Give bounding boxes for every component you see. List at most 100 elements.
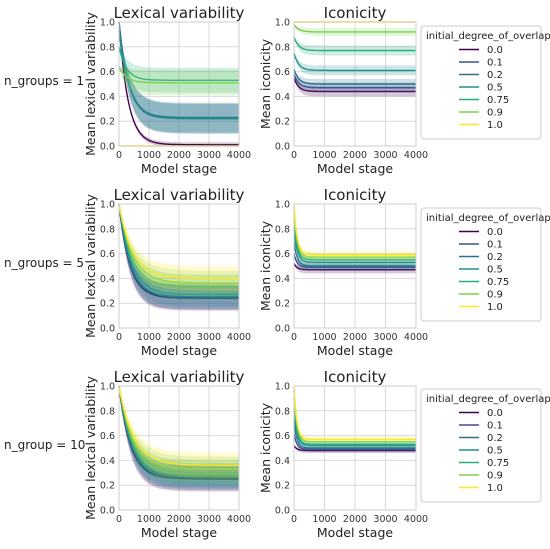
confidence-band-0.75 [119, 204, 239, 300]
row-label: n_groups = 5 [4, 256, 84, 270]
y-tick-label: 0.2 [100, 299, 115, 310]
x-tick-label: 3000 [373, 514, 397, 525]
y-tick-label: 0.2 [100, 481, 115, 492]
y-tick-label: 0.8 [275, 406, 290, 417]
series-line-1.0 [293, 203, 416, 256]
confidence-band-0.1 [119, 204, 239, 310]
legend-label-0.75: 0.75 [487, 458, 509, 469]
confidence-band-1.0 [294, 204, 416, 259]
x-tick-label: 2000 [167, 150, 191, 161]
confidence-band-0.9 [119, 66, 239, 96]
x-tick-label: 1000 [312, 332, 336, 343]
panel-title: Lexical variability [114, 4, 245, 22]
chart-panel-4: 0 1000 2000 3000 4000 0.0 0.2 0.4 0.6 0.8 1.0 Iconi… [258, 186, 428, 358]
series-line-0.2 [118, 385, 239, 478]
series-line-0.1 [293, 73, 416, 89]
legend-label-0.9: 0.9 [487, 108, 503, 119]
chart-panel-6: 0 1000 2000 3000 4000 0.0 0.2 0.4 0.6 0.8 1.0 Iconi… [258, 368, 428, 540]
row-label: n_groups = 1 [4, 74, 84, 88]
x-tick-label: 3000 [373, 332, 397, 343]
legend-label-1.0: 1.0 [487, 120, 503, 131]
legend: initial_degree_of_overlap 0.0 0.10.2 0.50.7… [420, 25, 550, 140]
series-line-0.75 [293, 218, 416, 261]
y-tick-label: 0.4 [100, 92, 115, 103]
series-line-0.0 [293, 263, 416, 271]
x-tick-label: 0 [291, 332, 297, 343]
y-tick-label: 0.8 [275, 42, 290, 53]
legend-label-0.0: 0.0 [487, 227, 503, 238]
series-line-0.75 [293, 398, 416, 445]
panel-title: Iconicity [324, 4, 387, 22]
y-tick-label: 0.8 [100, 42, 115, 53]
confidence-band-0.2 [119, 22, 239, 133]
x-tick-label: 1000 [312, 150, 336, 161]
x-tick-label: 0 [116, 150, 122, 161]
series-line-0.5 [293, 408, 416, 447]
series-line-0.9 [118, 203, 239, 284]
series-line-0.1 [293, 253, 416, 268]
x-tick-label: 3000 [197, 150, 221, 161]
series-line-0.2 [118, 203, 239, 298]
y-tick-label: 0.4 [275, 274, 290, 285]
y-axis-label: Mean lexical variability [83, 193, 98, 337]
series-line-0.0 [118, 385, 239, 480]
confidence-band-0.5 [119, 30, 239, 134]
legend-label-1.0: 1.0 [487, 302, 503, 313]
plot-frame [293, 21, 417, 147]
y-tick-label: 0.4 [275, 92, 290, 103]
legend-box [420, 207, 542, 322]
series-line-0.0 [118, 203, 239, 299]
confidence-band-1.0 [119, 204, 239, 291]
confidence-band-0.75 [119, 46, 239, 93]
confidence-band-0.1 [119, 22, 239, 134]
y-tick-label: 0.0 [100, 324, 115, 335]
y-tick-label: 0.2 [275, 481, 290, 492]
x-tick-label: 2000 [167, 514, 191, 525]
confidence-band-0.9 [119, 386, 239, 482]
confidence-band-0.9 [294, 24, 416, 36]
legend-box [420, 388, 542, 503]
legend-label-0.2: 0.2 [487, 252, 503, 263]
x-tick-label: 1000 [312, 514, 336, 525]
legend-label-0.1: 0.1 [487, 421, 503, 432]
x-tick-label: 3000 [197, 514, 221, 525]
y-axis-label: Mean lexical variability [83, 375, 98, 519]
x-tick-label: 3000 [197, 332, 221, 343]
x-tick-label: 0 [291, 514, 297, 525]
legend-title: initial_degree_of_overlap [426, 31, 550, 42]
confidence-band-0.9 [119, 204, 239, 296]
x-tick-label: 1000 [137, 514, 161, 525]
y-tick-label: 0.8 [100, 406, 115, 417]
series-line-1.0 [293, 385, 416, 440]
y-tick-label: 0.6 [275, 431, 290, 442]
x-tick-label: 4000 [404, 514, 428, 525]
x-axis-label: Model stage [317, 525, 394, 540]
legend-label-0.9: 0.9 [487, 471, 503, 482]
series-line-0.9 [293, 24, 416, 33]
x-tick-label: 4000 [404, 332, 428, 343]
series-line-0.75 [118, 203, 239, 288]
y-tick-label: 1.0 [275, 382, 290, 393]
plot-frame [118, 385, 240, 511]
confidence-band-0.0 [119, 386, 239, 492]
series-line-0.2 [293, 241, 416, 267]
x-axis-label: Model stage [317, 343, 394, 358]
y-axis-label: Mean iconicity [258, 402, 273, 493]
y-tick-label: 0.6 [100, 67, 115, 78]
chart-panel-5: 0 1000 2000 3000 4000 0.0 0.2 0.4 0.6 0.8 1.0Lexic… [83, 368, 251, 540]
y-tick-label: 0.0 [100, 142, 115, 153]
x-tick-label: 0 [291, 150, 297, 161]
y-tick-label: 1.0 [275, 200, 290, 211]
chart-panel-1: 0 1000 2000 3000 4000 0.0 0.2 0.4 0.6 0.8 1.0Lexic… [83, 4, 251, 176]
y-tick-label: 0.2 [275, 299, 290, 310]
y-tick-label: 1.0 [275, 18, 290, 29]
y-axis-label: Mean lexical variability [83, 11, 98, 155]
series-line-0.1 [293, 432, 416, 450]
confidence-band-1.0 [294, 386, 416, 442]
x-tick-label: 3000 [373, 150, 397, 161]
legend-label-0.1: 0.1 [487, 58, 503, 69]
chart-panel-3: 0 1000 2000 3000 4000 0.0 0.2 0.4 0.6 0.8 1.0Lexic… [83, 186, 251, 358]
series-line-0.0 [118, 21, 239, 146]
x-axis-label: Model stage [141, 161, 218, 176]
